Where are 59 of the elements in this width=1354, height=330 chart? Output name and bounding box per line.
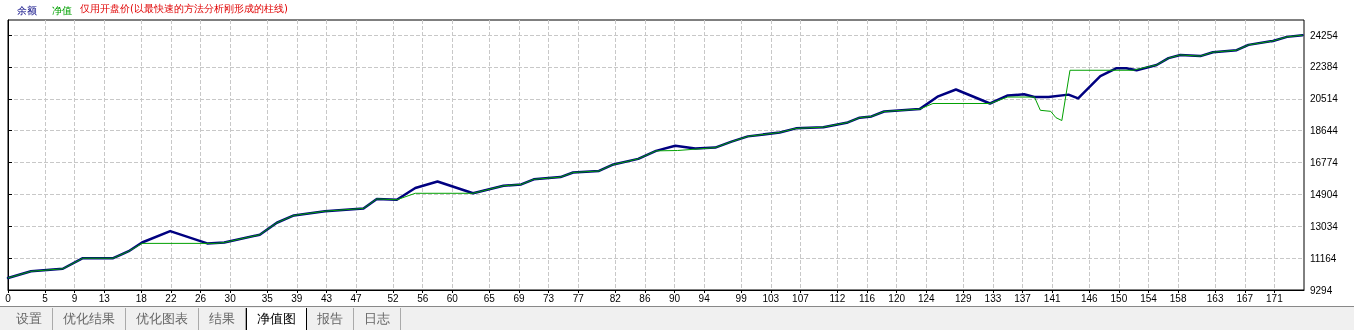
x-tick-label: 9 — [71, 292, 78, 304]
x-tick-label: 52 — [387, 292, 400, 304]
x-tick-label: 18 — [135, 292, 148, 304]
x-tick-label: 107 — [792, 292, 810, 304]
x-tick-label: 5 — [42, 292, 49, 304]
x-tick-label: 60 — [446, 292, 459, 304]
x-tick-label: 0 — [5, 292, 12, 304]
text: 仅用开盘价(以最快速的方法分析刚形成的柱线) — [80, 2, 288, 14]
x-tick-label: 112 — [829, 292, 846, 304]
x-tick-label: 171 — [1266, 292, 1284, 304]
tab: 设置 — [6, 308, 53, 330]
tab: 优化图表 — [126, 308, 199, 330]
x-tick-label: 56 — [417, 292, 429, 304]
y-tick-label: 20514 — [1310, 93, 1339, 105]
y-tick-label: 11164 — [1310, 252, 1337, 264]
x-tick-label: 69 — [513, 292, 525, 304]
y-tick-label: 16774 — [1310, 157, 1339, 169]
x-tick-label: 103 — [762, 292, 780, 304]
text: 净值 — [52, 4, 72, 16]
x-tick-label: 163 — [1206, 292, 1224, 304]
x-tick-label: 43 — [320, 292, 333, 304]
x-tick-label: 137 — [1014, 292, 1032, 304]
x-tick-label: 99 — [735, 292, 748, 304]
x-tick-label: 146 — [1080, 292, 1099, 304]
x-tick-label: 133 — [984, 292, 1002, 304]
x-tick-label: 124 — [917, 292, 936, 304]
x-tick-label: 158 — [1169, 292, 1187, 304]
x-tick-label: 47 — [350, 292, 363, 304]
y-tick-label: 24254 — [1310, 29, 1339, 41]
x-tick-label: 35 — [261, 292, 274, 304]
x-tick-label: 22 — [165, 292, 177, 304]
x-tick-label: 141 — [1043, 292, 1061, 304]
x-tick-label: 94 — [698, 292, 711, 304]
x-tick-label: 167 — [1236, 292, 1254, 304]
x-tick-label: 120 — [888, 292, 906, 304]
x-tick-label: 82 — [609, 292, 622, 304]
y-tick-label: 14904 — [1310, 188, 1339, 200]
y-tick-label: 18644 — [1310, 125, 1339, 137]
y-tick-label: 22384 — [1310, 61, 1339, 73]
x-tick-label: 90 — [668, 292, 681, 304]
tab: 日志 — [354, 308, 401, 330]
tab: 优化结果 — [53, 308, 126, 330]
text: 余额 — [17, 4, 37, 16]
x-tick-label: 30 — [224, 292, 237, 304]
tab: 报告 — [307, 308, 354, 330]
x-tick-label: 86 — [639, 292, 651, 304]
x-tick-label: 129 — [954, 292, 973, 304]
x-tick-label: 73 — [543, 292, 555, 304]
x-tick-label: 39 — [291, 292, 303, 304]
x-tick-label: 26 — [194, 292, 207, 304]
x-tick-label: 154 — [1140, 292, 1158, 304]
x-tick-label: 13 — [98, 292, 111, 304]
x-tick-label: 150 — [1110, 292, 1128, 304]
tab: 净值图 — [246, 308, 307, 330]
x-tick-label: 65 — [483, 292, 496, 304]
y-tick-label: 13034 — [1310, 220, 1339, 232]
y-tick-label: 9294 — [1310, 284, 1333, 296]
x-tick-label: 77 — [572, 292, 585, 304]
x-tick-label: 116 — [859, 292, 876, 304]
